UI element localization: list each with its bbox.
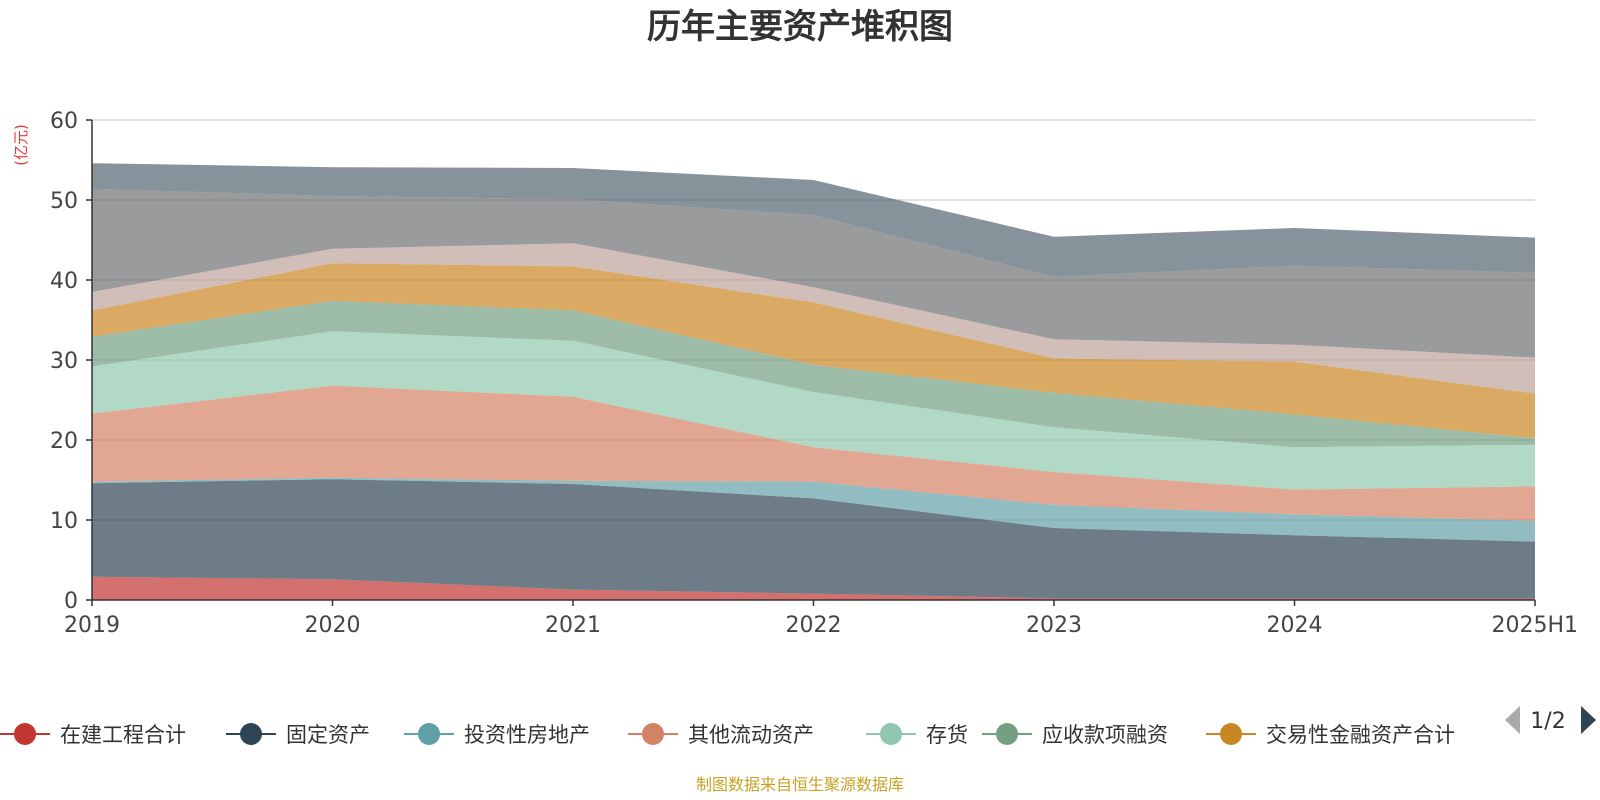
legend-marker-icon: [14, 723, 36, 745]
x-tick-label-6: 2025H1: [1491, 613, 1578, 638]
area-series-5[interactable]: [92, 300, 1535, 448]
legend-item-6[interactable]: 交易性金融资产合计: [1206, 723, 1455, 747]
legend-marker-icon: [880, 723, 902, 745]
data-source-note: 制图数据来自恒生聚源数据库: [696, 775, 904, 794]
legend-label: 应收款项融资: [1042, 723, 1168, 747]
y-axis-unit-label: (亿元): [12, 124, 30, 166]
y-tick-label-1: 10: [50, 509, 78, 534]
y-tick-label-4: 40: [50, 269, 78, 294]
legend-marker-icon: [642, 723, 664, 745]
legend-marker-icon: [996, 723, 1018, 745]
x-tick-label-1: 2020: [305, 613, 361, 638]
legend-label: 存货: [926, 723, 968, 747]
x-tick-label-3: 2022: [786, 613, 842, 638]
legend-item-0[interactable]: 在建工程合计: [0, 723, 186, 747]
x-tick-labels: 2019 2020 2021 2022 2023 2024 2025H1: [64, 613, 1578, 638]
legend-label: 固定资产: [286, 723, 370, 747]
y-tick-label-0: 0: [64, 589, 78, 614]
legend-item-1[interactable]: 固定资产: [226, 723, 370, 747]
x-tick-label-2: 2021: [545, 613, 601, 638]
y-tick-labels: 0 10 20 30 40 50 60: [50, 109, 78, 614]
area-series-7[interactable]: [92, 243, 1535, 394]
legend-label: 其他流动资产: [688, 723, 814, 747]
area-series-2[interactable]: [92, 477, 1535, 542]
legend-item-2[interactable]: 投资性房地产: [404, 723, 590, 747]
axes: [86, 119, 1536, 606]
y-tick-label-6: 60: [50, 109, 78, 134]
area-series-layer: [92, 163, 1535, 600]
legend-pager: 1/2: [1505, 706, 1596, 734]
y-tick-label-3: 30: [50, 349, 78, 374]
legend-label: 在建工程合计: [60, 723, 186, 747]
area-series-8[interactable]: [92, 188, 1535, 358]
x-tick-label-0: 2019: [64, 613, 120, 638]
area-series-6[interactable]: [92, 263, 1535, 439]
legend-prev-page-icon[interactable]: [1505, 706, 1520, 734]
area-series-9[interactable]: [92, 163, 1535, 277]
legend-label: 交易性金融资产合计: [1266, 723, 1455, 747]
y-tick-label-2: 20: [50, 429, 78, 454]
legend-label: 投资性房地产: [464, 723, 590, 747]
legend-marker-icon: [240, 723, 262, 745]
legend-item-3[interactable]: 其他流动资产: [628, 723, 814, 747]
area-series-0[interactable]: [92, 576, 1535, 600]
legend-item-5[interactable]: 应收款项融资: [982, 723, 1168, 747]
legend-next-page-icon[interactable]: [1581, 706, 1596, 734]
legend-marker-icon: [418, 723, 440, 745]
chart-title: 历年主要资产堆积图: [647, 7, 953, 47]
y-tick-label-5: 50: [50, 189, 78, 214]
legend: 在建工程合计 固定资产 投资性房地产 其他流动资产 存货 应收款项融资 交易性金融资产合计: [0, 723, 1455, 747]
legend-page-indicator: 1/2: [1530, 709, 1565, 734]
area-series-3[interactable]: [92, 385, 1535, 521]
legend-marker-icon: [1220, 723, 1242, 745]
area-series-4[interactable]: [92, 331, 1535, 490]
legend-item-4[interactable]: 存货: [866, 723, 968, 747]
x-tick-label-5: 2024: [1267, 613, 1323, 638]
area-series-1[interactable]: [92, 479, 1535, 599]
x-tick-label-4: 2023: [1026, 613, 1082, 638]
